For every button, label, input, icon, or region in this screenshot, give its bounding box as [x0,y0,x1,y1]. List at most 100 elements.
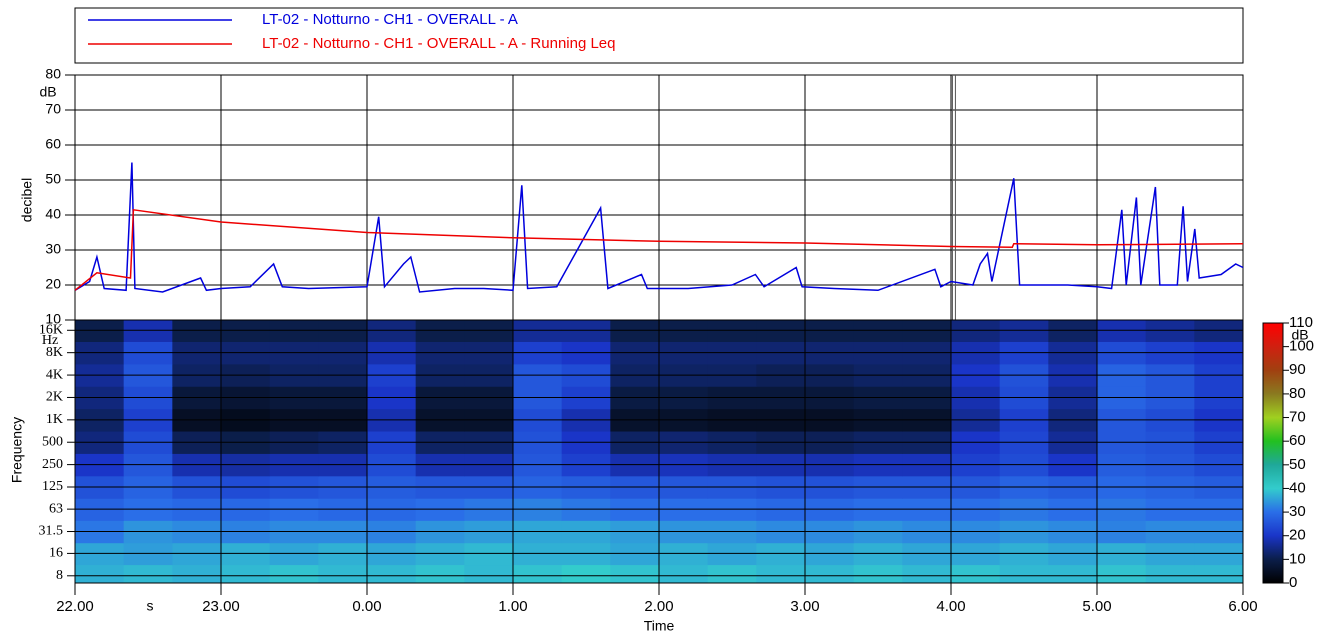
heat-cell [123,564,173,584]
x-unit: s [147,598,154,614]
x-tick-label: 23.00 [202,598,240,615]
colorbar-unit: dB [1291,327,1308,343]
colorbar-tick-label: 110 [1289,314,1313,331]
x-tick-label: 1.00 [498,598,527,615]
y-tick-label: 1K [46,412,63,427]
y-tick-label: 500 [42,434,63,449]
heat-cell [221,564,271,584]
colorbar-tick-label: 90 [1289,361,1306,378]
x-tick-label: 0.00 [352,598,381,615]
colorbar-tick-label: 30 [1289,503,1306,520]
heat-cell [707,564,757,584]
y-tick-label: 2K [46,390,63,405]
heat-cell [1145,320,1195,342]
heat-cell [951,564,1001,584]
heat-cell [610,320,660,342]
colorbar-tick-label: 20 [1289,527,1306,544]
y-tick-label: 4K [46,367,63,382]
colorbar-tick-label: 60 [1289,432,1306,449]
heat-cell [1145,564,1195,584]
heat-cell [415,320,465,342]
heat-cell [951,320,1001,342]
y-axis-label: Frequency [9,417,25,483]
heat-cell [75,320,125,342]
heat-cell [367,564,417,584]
colorbar [1262,322,1284,584]
heat-cell [172,320,222,342]
heat-cell [269,564,319,584]
y-tick-label: 20 [45,276,61,292]
y-tick-label: 70 [45,101,61,117]
heat-cell [756,320,806,342]
heat-cell [1048,564,1098,584]
colorbar-tick-label: 0 [1289,574,1297,591]
x-tick-label: 2.00 [644,598,673,615]
plot-frame [74,319,1244,584]
colorbar-tick-label: 50 [1289,456,1306,473]
x-tick-label: 5.00 [1082,598,1111,615]
heat-cell [172,564,222,584]
data-line [74,208,1244,291]
y-tick-label: 30 [45,241,61,257]
heat-cell [999,320,1049,342]
heat-cell [513,564,563,584]
x-tick-label: 6.00 [1228,598,1257,615]
colorbar-tick-label: 100 [1289,338,1314,355]
y-tick-label: 50 [45,171,61,187]
heat-cell [367,320,417,342]
y-tick-label: 31.5 [39,524,64,539]
heat-cell [853,320,903,342]
heat-cell [1097,564,1147,584]
heat-cell [561,564,611,584]
heat-cell [123,320,173,342]
heat-cell [610,564,660,584]
colorbar-tick-label: 80 [1289,385,1306,402]
heat-cell [415,564,465,584]
y-unit: dB [39,84,56,100]
heat-cell [1048,320,1098,342]
heat-cell [75,564,125,584]
heat-cell [513,320,563,342]
y-tick-label: 250 [42,457,63,472]
legend-label: LT-02 - Notturno - CH1 - OVERALL - A - R… [262,35,616,52]
y-tick-label: 125 [42,479,63,494]
y-tick-label: 63 [49,501,63,516]
y-tick-label: 8K [46,345,63,360]
heat-cell [853,564,903,584]
heat-cell [1097,320,1147,342]
y-unit: Hz [42,333,58,348]
heat-cell [805,320,855,342]
y-tick-label: 16K [39,323,63,338]
legend-label: LT-02 - Notturno - CH1 - OVERALL - A [262,11,518,28]
y-tick-label: 60 [45,136,61,152]
y-tick-label: 40 [45,206,61,222]
heat-cell [902,564,952,584]
x-tick-label: 3.00 [790,598,819,615]
y-tick-label: 8 [56,568,63,583]
y-tick-label: 16 [49,546,63,561]
heat-cell [561,320,611,342]
heat-cell [756,564,806,584]
heat-cell [318,320,368,342]
heat-cell [902,320,952,342]
x-tick-label: 22.00 [56,598,94,615]
heat-cell [659,564,709,584]
heat-cell [707,320,757,342]
y-axis-label: decibel [19,178,35,222]
y-tick-label: 80 [45,66,61,82]
colorbar-tick-label: 40 [1289,479,1306,496]
heat-cell [1194,564,1244,584]
x-tick-label: 4.00 [936,598,965,615]
heat-cell [1194,320,1244,342]
heat-cell [805,564,855,584]
colorbar-tick-label: 10 [1289,550,1306,567]
data-line [74,162,1244,293]
heat-cell [464,320,514,342]
heat-cell [999,564,1049,584]
heat-cell [269,320,319,342]
heat-cell [659,320,709,342]
heat-cell [464,564,514,584]
colorbar-tick-label: 70 [1289,409,1306,426]
heat-cell [221,320,271,342]
